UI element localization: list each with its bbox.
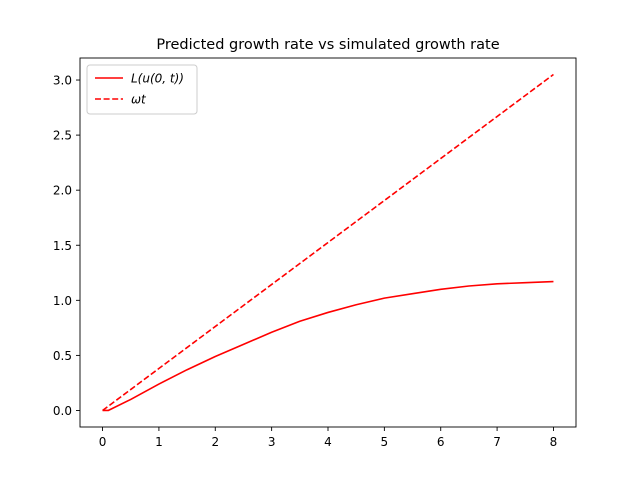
y-tick-label: 0.5 <box>53 349 72 363</box>
legend-label: ωt <box>131 93 147 107</box>
x-tick-label: 2 <box>211 435 219 449</box>
x-tick-label: 8 <box>550 435 558 449</box>
x-tick-label: 4 <box>324 435 332 449</box>
legend-label: L(u(0, t)) <box>131 72 184 86</box>
x-tick-label: 0 <box>99 435 107 449</box>
plot-area: 0 1 2 3 4 5 6 7 8 0.0 0.5 1.0 1.5 2.0 2.5 3.0 <box>53 57 577 449</box>
x-tick-label: 7 <box>493 435 501 449</box>
y-tick-label: 0.0 <box>53 404 72 418</box>
y-tick-label: 1.5 <box>53 239 72 253</box>
series-line-omega-t <box>102 73 554 412</box>
y-tick-label: 1.0 <box>53 294 72 308</box>
chart-title: Predicted growth rate vs simulated growt… <box>156 37 499 53</box>
y-tick-label: 3.0 <box>53 74 72 88</box>
y-tick-label: 2.5 <box>53 129 72 143</box>
y-tick-label: 2.0 <box>53 184 72 198</box>
x-tick-label: 3 <box>268 435 276 449</box>
x-tick-label: 1 <box>155 435 163 449</box>
x-tick-label: 5 <box>381 435 389 449</box>
x-tick-label: 6 <box>437 435 445 449</box>
series-line-l-u <box>102 280 554 412</box>
chart-legend: L(u(0, t)) ωt <box>86 64 198 115</box>
